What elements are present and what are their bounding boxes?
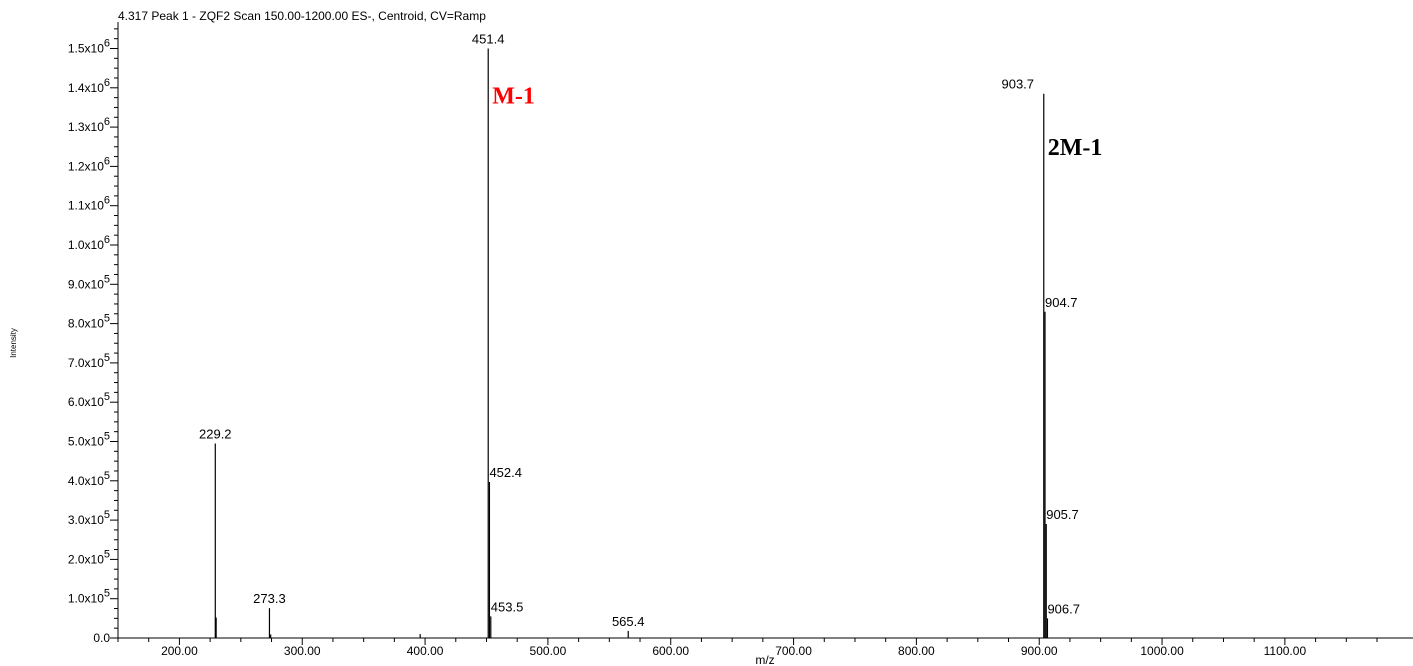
y-tick-label: 9.0x105 xyxy=(68,273,110,291)
y-tick-label: 8.0x105 xyxy=(68,313,110,331)
y-tick-label: 1.5x106 xyxy=(68,38,110,56)
x-axis-ticks: 200.00 300.00 400.00 500.00 600.00 700.00 800.… xyxy=(117,638,1378,658)
x-tick-label: 700.00 xyxy=(775,644,812,658)
annotations: M-1 2M-1 xyxy=(492,84,1102,161)
peaks xyxy=(214,48,1049,638)
x-tick-label: 200.00 xyxy=(161,644,198,658)
y-tick-label: 4.0x105 xyxy=(68,470,110,488)
peak-labels: 229.2 273.3 451.4 452.4 453.5 565.4 903.7 904.7… xyxy=(199,32,1080,629)
x-tick-label: 1000.00 xyxy=(1140,644,1184,658)
peak-label: 903.7 xyxy=(1001,77,1034,92)
x-axis-label: m/z xyxy=(755,653,774,666)
peak-annotation: 2M-1 xyxy=(1048,135,1103,161)
peak-label: 229.2 xyxy=(199,426,232,441)
x-tick-label: 300.00 xyxy=(284,644,321,658)
peak-label: 453.5 xyxy=(491,599,524,614)
y-tick-label: 1.4x106 xyxy=(68,77,110,95)
y-tick-label: 1.1x106 xyxy=(68,195,110,213)
y-tick-label: 0.0 xyxy=(93,631,110,645)
y-tick-label: 7.0x105 xyxy=(68,352,110,370)
x-tick-label: 800.00 xyxy=(898,644,935,658)
x-tick-label: 900.00 xyxy=(1021,644,1058,658)
y-tick-label: 1.2x106 xyxy=(68,155,110,173)
y-tick-label: 6.0x105 xyxy=(68,391,110,409)
x-tick-label: 500.00 xyxy=(530,644,567,658)
y-tick-label: 1.3x106 xyxy=(68,116,110,134)
y-tick-label: 3.0x105 xyxy=(68,509,110,527)
x-tick-label: 400.00 xyxy=(407,644,444,658)
axes xyxy=(117,22,1413,639)
y-tick-label: 2.0x105 xyxy=(68,548,110,566)
peak-label: 273.3 xyxy=(253,591,286,606)
chart-title: 4.317 Peak 1 - ZQF2 Scan 150.00-1200.00 … xyxy=(118,9,486,23)
peak-annotation: M-1 xyxy=(492,84,535,110)
peak-label: 906.7 xyxy=(1047,601,1080,616)
peak-label: 905.7 xyxy=(1046,507,1079,522)
peak-label: 452.4 xyxy=(489,465,522,480)
y-tick-label: 1.0x106 xyxy=(68,234,110,252)
peak-label: 565.4 xyxy=(612,614,645,629)
y-axis-ticks: 0.0 1.0x105 2.0x105 3.0x105 4.0x105 5.0x105 6.… xyxy=(68,28,118,645)
x-tick-label: 600.00 xyxy=(652,644,689,658)
peak-label: 451.4 xyxy=(472,32,505,47)
x-tick-label: 1100.00 xyxy=(1264,644,1307,658)
y-tick-label: 1.0x105 xyxy=(68,588,110,606)
y-axis-label: Intensity xyxy=(9,328,18,358)
y-tick-label: 5.0x105 xyxy=(68,431,110,449)
peak-label: 904.7 xyxy=(1045,295,1078,310)
